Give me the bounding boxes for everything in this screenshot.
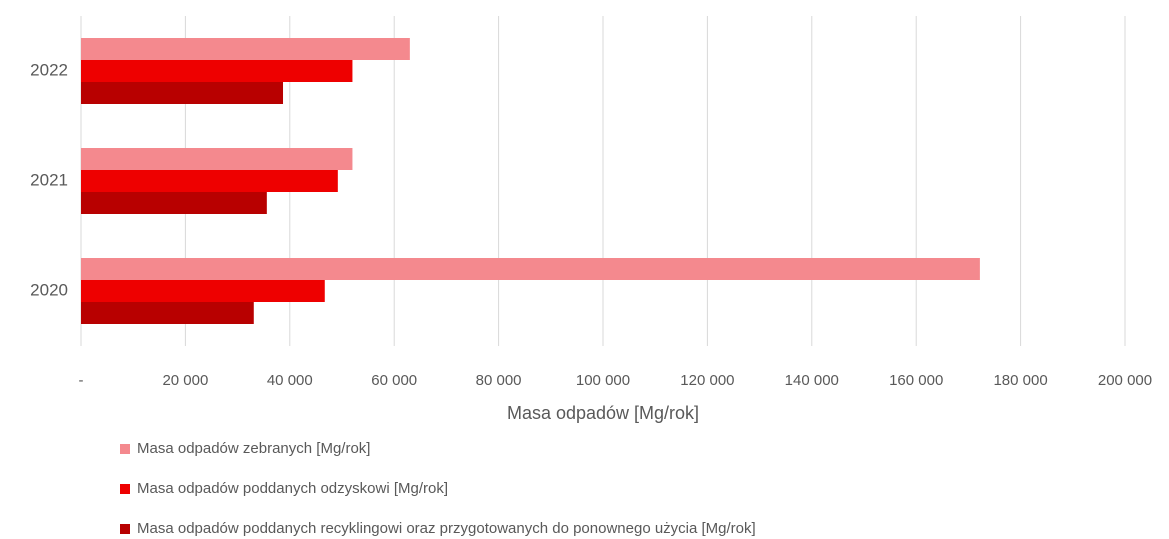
bar: [81, 60, 353, 82]
x-tick-label: 120 000: [680, 372, 734, 389]
legend-label: Masa odpadów poddanych odzyskowi [Mg/rok…: [137, 480, 448, 497]
y-tick-label: 2022: [30, 60, 68, 79]
x-tick-label: 20 000: [162, 372, 208, 389]
x-tick-label: 140 000: [785, 372, 839, 389]
legend-swatch: [120, 484, 130, 494]
bar: [81, 192, 267, 214]
y-tick-label: 2020: [30, 280, 68, 299]
x-tick-label: 200 000: [1098, 372, 1152, 389]
x-tick-label: 40 000: [267, 372, 313, 389]
x-axis-title: Masa odpadów [Mg/rok]: [507, 403, 699, 423]
bar: [81, 148, 353, 170]
bar: [81, 38, 410, 60]
x-tick-label: 100 000: [576, 372, 630, 389]
bar: [81, 280, 325, 302]
legend-label: Masa odpadów zebranych [Mg/rok]: [137, 440, 370, 457]
legend-swatch: [120, 524, 130, 534]
legend-label: Masa odpadów poddanych recyklingowi oraz…: [137, 520, 756, 537]
x-tick-label: 180 000: [993, 372, 1047, 389]
bar: [81, 170, 338, 192]
bar: [81, 302, 254, 324]
x-tick-label: 60 000: [371, 372, 417, 389]
x-tick-label: -: [79, 372, 84, 389]
bar: [81, 82, 284, 104]
x-tick-label: 160 000: [889, 372, 943, 389]
x-tick-label: 80 000: [476, 372, 522, 389]
y-tick-label: 2021: [30, 170, 68, 189]
legend-swatch: [120, 444, 130, 454]
bar: [81, 258, 980, 280]
